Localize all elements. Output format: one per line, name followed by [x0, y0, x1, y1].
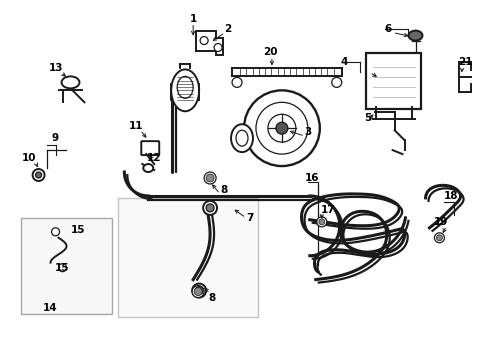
- Circle shape: [195, 287, 203, 294]
- Text: 1: 1: [189, 14, 196, 24]
- Circle shape: [192, 285, 203, 298]
- Text: 9: 9: [52, 133, 59, 143]
- Ellipse shape: [236, 130, 247, 146]
- Ellipse shape: [407, 31, 422, 41]
- Circle shape: [51, 228, 60, 236]
- Text: 17: 17: [320, 205, 334, 215]
- Circle shape: [203, 201, 217, 215]
- Circle shape: [255, 102, 307, 154]
- Circle shape: [192, 284, 205, 298]
- Circle shape: [194, 288, 202, 296]
- Text: 8: 8: [208, 293, 215, 302]
- Text: 19: 19: [433, 217, 447, 227]
- Text: 4: 4: [339, 58, 346, 67]
- Text: 8: 8: [220, 185, 227, 195]
- Text: 5: 5: [363, 113, 370, 123]
- Circle shape: [433, 233, 444, 243]
- Ellipse shape: [177, 76, 193, 98]
- Text: 6: 6: [383, 24, 390, 33]
- Text: 3: 3: [304, 127, 311, 137]
- Text: 11: 11: [129, 121, 143, 131]
- FancyBboxPatch shape: [20, 218, 112, 315]
- Circle shape: [275, 122, 287, 134]
- Circle shape: [316, 217, 326, 227]
- Text: 13: 13: [49, 63, 63, 73]
- Circle shape: [318, 219, 324, 225]
- Text: 21: 21: [457, 58, 472, 67]
- Ellipse shape: [61, 76, 80, 88]
- Text: 12: 12: [147, 153, 161, 163]
- Text: 15: 15: [71, 225, 85, 235]
- Circle shape: [59, 264, 66, 272]
- Circle shape: [267, 114, 295, 142]
- Polygon shape: [196, 31, 223, 55]
- Circle shape: [200, 37, 208, 45]
- FancyBboxPatch shape: [365, 54, 421, 109]
- Ellipse shape: [143, 164, 153, 172]
- Circle shape: [36, 172, 41, 178]
- FancyBboxPatch shape: [141, 141, 159, 155]
- Text: 16: 16: [304, 173, 318, 183]
- Text: 14: 14: [43, 302, 58, 312]
- Circle shape: [331, 77, 341, 87]
- Circle shape: [33, 169, 44, 181]
- Circle shape: [205, 204, 214, 212]
- Ellipse shape: [230, 124, 252, 152]
- Text: 20: 20: [262, 48, 277, 58]
- FancyBboxPatch shape: [118, 198, 258, 318]
- Circle shape: [214, 44, 222, 51]
- Text: 15: 15: [55, 263, 70, 273]
- Text: 2: 2: [224, 24, 231, 33]
- Text: 7: 7: [246, 213, 253, 223]
- Circle shape: [436, 235, 442, 241]
- Circle shape: [203, 172, 216, 184]
- Circle shape: [232, 77, 242, 87]
- Circle shape: [244, 90, 319, 166]
- Ellipse shape: [171, 69, 199, 111]
- Circle shape: [205, 174, 214, 182]
- Text: 18: 18: [443, 191, 458, 201]
- Text: 10: 10: [21, 153, 36, 163]
